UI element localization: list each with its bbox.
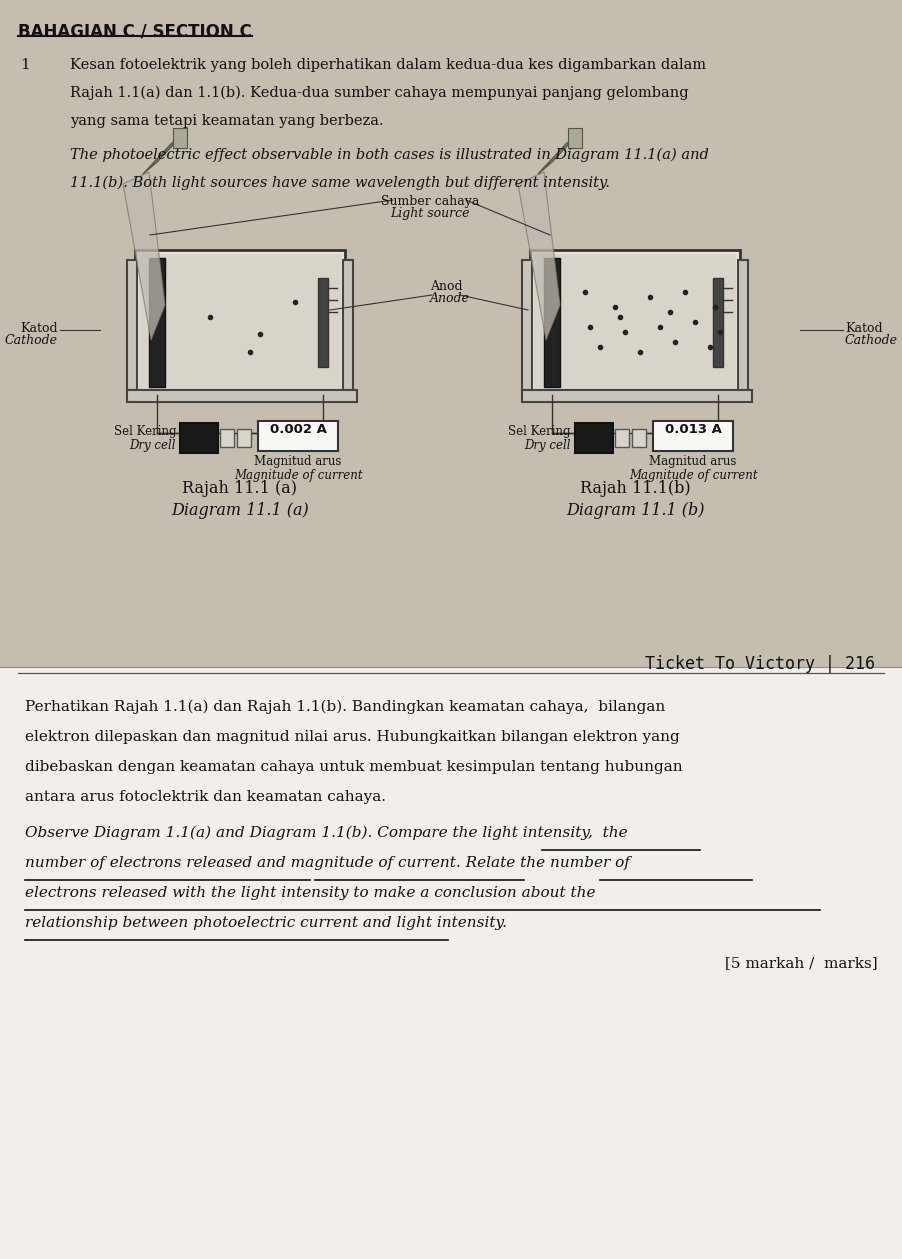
Text: Sel Kering: Sel Kering	[509, 426, 571, 438]
Bar	[738, 261, 748, 390]
Bar	[258, 421, 338, 451]
Text: Ticket To Victory | 216: Ticket To Victory | 216	[645, 655, 875, 674]
Bar	[343, 261, 353, 390]
Text: The photoelectric effect observable in both cases is illustrated in Diagram 11.1: The photoelectric effect observable in b…	[70, 149, 709, 162]
Text: Magnitud arus: Magnitud arus	[649, 454, 737, 468]
Bar	[0, 667, 902, 1259]
Text: Cathode: Cathode	[5, 334, 58, 347]
Text: 1: 1	[20, 58, 30, 72]
Bar	[127, 261, 137, 390]
Text: 0.002 A: 0.002 A	[270, 423, 327, 437]
Bar	[220, 429, 234, 447]
Text: number of electrons released and magnitude of current. Relate the number of: number of electrons released and magnitu…	[25, 856, 630, 870]
Bar	[568, 128, 582, 149]
Bar	[713, 278, 723, 368]
Text: [5 markah /  marks]: [5 markah / marks]	[725, 956, 878, 969]
Bar	[575, 423, 613, 453]
Text: Sumber cahaya: Sumber cahaya	[381, 195, 479, 208]
Bar	[530, 251, 740, 395]
Bar	[127, 390, 357, 402]
Text: Anode: Anode	[430, 292, 470, 305]
Bar	[522, 390, 752, 402]
Text: Rajah 11.1 (a): Rajah 11.1 (a)	[182, 480, 298, 497]
Bar	[173, 128, 187, 149]
Text: Diagram 11.1 (b): Diagram 11.1 (b)	[566, 502, 704, 519]
Bar	[632, 429, 646, 447]
Polygon shape	[143, 132, 185, 174]
Text: yang sama tetapi keamatan yang berbeza.: yang sama tetapi keamatan yang berbeza.	[70, 115, 383, 128]
Text: dibebaskan dengan keamatan cahaya untuk membuat kesimpulan tentang hubungan: dibebaskan dengan keamatan cahaya untuk …	[25, 760, 683, 774]
Text: 0.013 A: 0.013 A	[665, 423, 722, 437]
Bar	[653, 421, 733, 451]
Text: Magnitude of current: Magnitude of current	[629, 470, 758, 482]
Text: BAHAGIAN C / SECTION C: BAHAGIAN C / SECTION C	[18, 21, 252, 40]
Text: Rajah 1.1(a) dan 1.1(b). Kedua-dua sumber cahaya mempunyai panjang gelombang: Rajah 1.1(a) dan 1.1(b). Kedua-dua sumbe…	[70, 86, 688, 101]
Bar	[0, 0, 902, 667]
Text: Katod: Katod	[21, 322, 58, 335]
Text: Dry cell: Dry cell	[524, 439, 571, 452]
Text: elektron dilepaskan dan magnitud nilai arus. Hubungkaitkan bilangan elektron yan: elektron dilepaskan dan magnitud nilai a…	[25, 730, 680, 744]
Text: Katod: Katod	[845, 322, 883, 335]
Bar	[318, 278, 328, 368]
Bar	[139, 254, 341, 392]
Text: 11.1(b). Both light sources have same wavelength but different intensity.: 11.1(b). Both light sources have same wa…	[70, 176, 610, 190]
Bar	[180, 423, 218, 453]
Text: relationship between photoelectric current and light intensity.: relationship between photoelectric curre…	[25, 917, 507, 930]
Bar	[149, 258, 165, 387]
Text: electrons released with the light intensity to make a conclusion about the: electrons released with the light intens…	[25, 886, 595, 900]
Text: Light source: Light source	[391, 206, 470, 220]
Bar	[522, 261, 532, 390]
Text: Dry cell: Dry cell	[130, 439, 176, 452]
Text: Rajah 11.1(b): Rajah 11.1(b)	[580, 480, 690, 497]
Bar	[534, 254, 736, 392]
Text: Cathode: Cathode	[845, 334, 898, 347]
Text: Anod: Anod	[430, 279, 463, 293]
Bar	[237, 429, 251, 447]
Text: Sel Kering: Sel Kering	[114, 426, 176, 438]
Text: Observe Diagram 1.1(a) and Diagram 1.1(b). Compare the light intensity,  the: Observe Diagram 1.1(a) and Diagram 1.1(b…	[25, 826, 628, 841]
Text: antara arus fotoclektrik dan keamatan cahaya.: antara arus fotoclektrik dan keamatan ca…	[25, 789, 386, 805]
Text: Magnitude of current: Magnitude of current	[234, 470, 363, 482]
Text: Diagram 11.1 (a): Diagram 11.1 (a)	[171, 502, 308, 519]
Text: Kesan fotoelektrik yang boleh diperhatikan dalam kedua-dua kes digambarkan dalam: Kesan fotoelektrik yang boleh diperhatik…	[70, 58, 706, 72]
Text: Magnitud arus: Magnitud arus	[254, 454, 342, 468]
Polygon shape	[538, 132, 580, 174]
Text: Perhatikan Rajah 1.1(a) dan Rajah 1.1(b). Bandingkan keamatan cahaya,  bilangan: Perhatikan Rajah 1.1(a) dan Rajah 1.1(b)…	[25, 700, 666, 714]
Bar	[135, 251, 345, 395]
Polygon shape	[518, 172, 560, 340]
Bar	[544, 258, 560, 387]
Polygon shape	[123, 172, 165, 340]
Bar	[615, 429, 629, 447]
